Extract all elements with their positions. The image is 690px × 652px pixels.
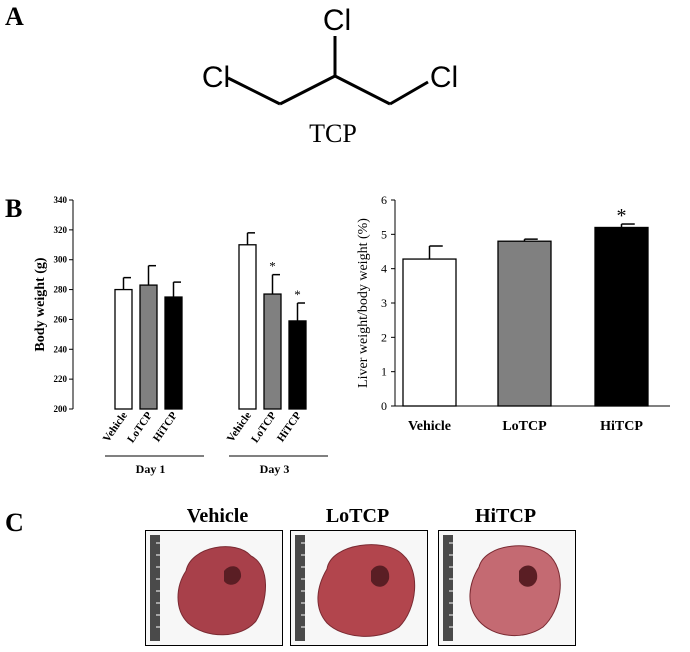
- liver-image: [443, 535, 561, 641]
- liver-photo-vehicle: [145, 530, 283, 646]
- ruler: [295, 535, 305, 641]
- bar: [288, 320, 307, 410]
- x-tick-label: Vehicle: [408, 419, 451, 434]
- tcp-structure: Cl Cl Cl TCP: [202, 4, 458, 148]
- group-label: Day 1: [136, 462, 166, 476]
- liver-lobes: [177, 546, 266, 636]
- bar: [139, 284, 158, 410]
- significance-marker: *: [269, 259, 276, 274]
- x-tick-label: HiTCP: [151, 410, 180, 445]
- bar: [238, 244, 257, 410]
- x-tick-label: LoTCP: [125, 410, 155, 446]
- y-tick-label: 1: [381, 365, 387, 379]
- ruler: [443, 535, 453, 641]
- y-tick-label: 4: [381, 262, 387, 276]
- y-tick-label: 260: [54, 314, 68, 324]
- y-tick-label: 240: [54, 344, 68, 354]
- x-tick-label: HiTCP: [600, 419, 643, 434]
- atom-cl-right: Cl: [430, 61, 458, 94]
- panel-label-c: C: [5, 508, 24, 537]
- x-tick-label: HiTCP: [275, 410, 304, 445]
- liver-lobes: [469, 545, 561, 637]
- ruler-ticks: [449, 542, 453, 628]
- atom-cl-top: Cl: [323, 4, 351, 37]
- bar: [263, 293, 282, 410]
- y-axis-label: Liver weight/body weight (%): [356, 218, 371, 388]
- liver-hilum: [224, 566, 242, 585]
- liver-title-hitcp: HiTCP: [474, 505, 537, 527]
- y-tick-label: 2: [381, 330, 387, 344]
- liver-hilum: [519, 565, 538, 587]
- ruler: [150, 535, 160, 641]
- y-tick-label: 5: [381, 227, 387, 241]
- bar: [497, 240, 552, 407]
- molecule-bonds: [227, 36, 429, 106]
- liver-photo-hitcp: [438, 530, 576, 646]
- liver-title-vehicle: Vehicle: [186, 505, 249, 527]
- y-tick-label: 320: [54, 225, 68, 235]
- bar: [402, 258, 457, 407]
- liver-title-lotcp: LoTCP: [325, 505, 390, 527]
- y-tick-label: 6: [381, 193, 387, 207]
- liver-lobes: [317, 544, 416, 637]
- molecule-name: TCP: [309, 119, 357, 148]
- bond-right-cl: [389, 80, 429, 106]
- x-tick-label: LoTCP: [502, 419, 547, 434]
- bar: [594, 226, 649, 407]
- y-tick-label: 0: [381, 399, 387, 413]
- bond-left-center: [279, 74, 336, 106]
- y-tick-label: 200: [54, 404, 68, 414]
- bar: [114, 288, 133, 410]
- group-label: Day 3: [260, 462, 290, 476]
- liver-photo-lotcp: [290, 530, 428, 646]
- significance-marker: *: [294, 287, 301, 302]
- panel-label-b: B: [5, 194, 23, 223]
- ruler-ticks: [301, 542, 305, 628]
- bond-center-right: [334, 74, 391, 106]
- y-tick-label: 340: [54, 195, 68, 205]
- bond-left-cl: [227, 76, 281, 106]
- atom-cl-left: Cl: [202, 61, 230, 94]
- y-tick-label: 300: [54, 255, 68, 265]
- liver-image: [150, 535, 266, 641]
- ruler-ticks: [156, 542, 160, 628]
- panel-label-a: A: [5, 2, 24, 31]
- liver-hilum: [371, 565, 390, 587]
- y-axis-label: Body weight (g): [33, 257, 48, 351]
- bar: [164, 296, 183, 410]
- x-tick-label: LoTCP: [249, 410, 279, 446]
- liver-image: [295, 535, 416, 641]
- y-tick-label: 3: [381, 296, 387, 310]
- y-tick-label: 280: [54, 285, 68, 295]
- significance-marker: *: [617, 205, 627, 227]
- y-tick-label: 220: [54, 374, 68, 384]
- liver-ratio-chart: 0 1 2 3 4 5 6 Liver weight/body weight (%) Vehic…: [356, 193, 670, 434]
